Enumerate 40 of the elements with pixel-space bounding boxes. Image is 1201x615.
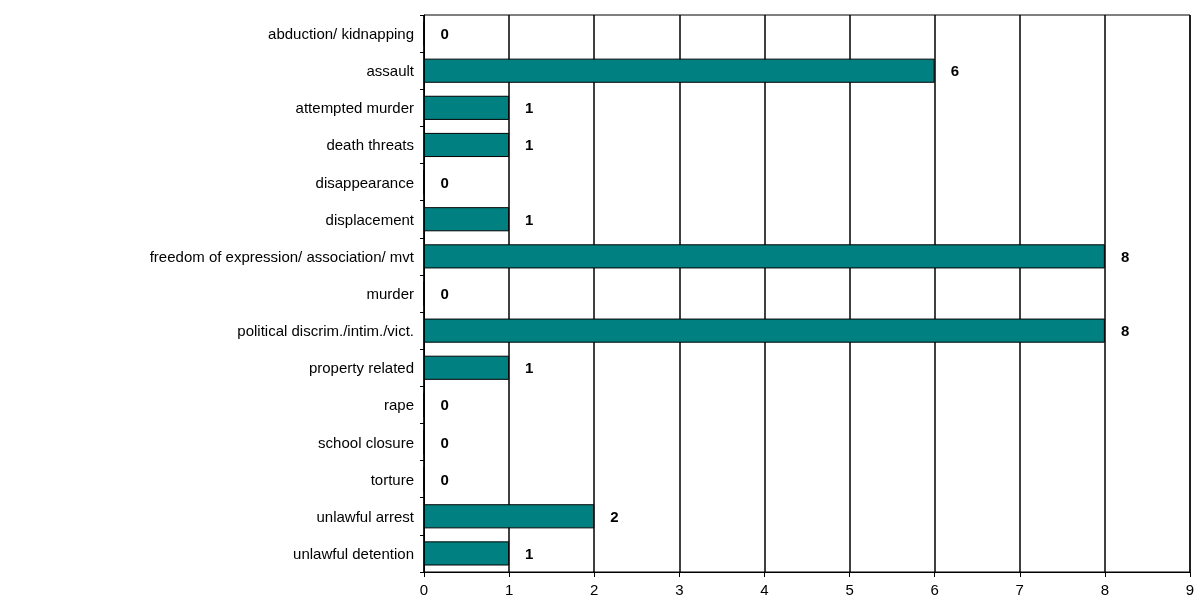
x-tick-label: 1 bbox=[504, 581, 514, 598]
data-label: 6 bbox=[950, 62, 960, 80]
y-tick-label: unlawful arrest bbox=[316, 507, 415, 525]
data-label: 0 bbox=[440, 396, 449, 414]
x-tick-label: 2 bbox=[590, 581, 599, 598]
y-tick-label: abduction/ kidnapping bbox=[268, 25, 414, 43]
y-tick-label: disappearance bbox=[315, 173, 414, 191]
data-label: 0 bbox=[440, 470, 449, 488]
data-label: 0 bbox=[440, 173, 449, 191]
data-label: 1 bbox=[525, 136, 534, 154]
x-tick-label: 7 bbox=[1015, 581, 1024, 598]
x-tick-label: 8 bbox=[1100, 581, 1110, 598]
data-label: 8 bbox=[1120, 322, 1130, 340]
y-tick-label: unlawful detention bbox=[293, 544, 414, 562]
y-tick-label: school closure bbox=[318, 433, 414, 451]
x-tick-label: 6 bbox=[930, 581, 939, 598]
y-tick-label: death threats bbox=[326, 136, 414, 154]
data-label: 0 bbox=[440, 25, 449, 43]
y-tick-label: displacement bbox=[325, 210, 415, 228]
data-label: 1 bbox=[525, 210, 534, 228]
data-label: 8 bbox=[1120, 247, 1130, 265]
data-label: 1 bbox=[525, 99, 534, 117]
x-tick-label: 9 bbox=[1185, 581, 1195, 598]
data-label: 2 bbox=[610, 507, 619, 525]
y-tick-label: attempted murder bbox=[295, 99, 414, 117]
data-label: 1 bbox=[525, 544, 534, 562]
y-tick-label: freedom of expression/ association/ mvt bbox=[149, 247, 415, 265]
y-tick-label: political discrim./intim./vict. bbox=[237, 322, 414, 340]
y-tick-label: torture bbox=[370, 470, 414, 488]
x-tick-label: 0 bbox=[419, 581, 429, 598]
y-tick-label: property related bbox=[308, 359, 414, 377]
data-label: 0 bbox=[440, 285, 449, 302]
x-tick-label: 4 bbox=[760, 581, 769, 598]
data-label: 0 bbox=[440, 433, 449, 451]
x-tick-label: 3 bbox=[675, 581, 684, 598]
y-tick-label: murder bbox=[366, 285, 414, 302]
data-label: 1 bbox=[525, 359, 534, 377]
x-tick-label: 5 bbox=[845, 581, 854, 598]
y-tick-label: rape bbox=[383, 396, 414, 414]
y-tick-label: assault bbox=[366, 62, 415, 80]
